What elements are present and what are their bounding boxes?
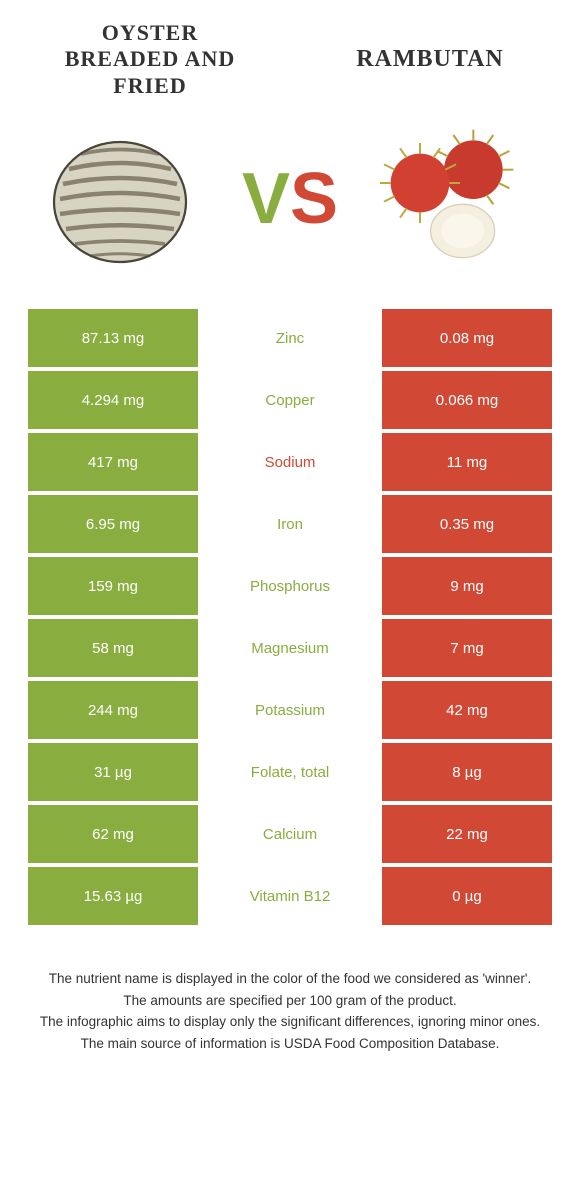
nutrient-name: Zinc [198,309,382,367]
value-left: 15.63 µg [28,867,198,925]
table-row: 244 mgPotassium42 mg [28,681,552,739]
nutrient-name: Iron [198,495,382,553]
nutrient-name: Potassium [198,681,382,739]
value-right: 0.066 mg [382,371,552,429]
rambutan-image [380,119,540,279]
vs-v: V [242,159,290,239]
value-left: 58 mg [28,619,198,677]
table-row: 417 mgSodium11 mg [28,433,552,491]
nutrient-name: Phosphorus [198,557,382,615]
value-right: 42 mg [382,681,552,739]
value-right: 8 µg [382,743,552,801]
nutrient-name: Folate, total [198,743,382,801]
value-right: 0.08 mg [382,309,552,367]
images-row: VS [0,109,580,309]
oyster-icon [45,124,195,274]
footer-line: The main source of information is USDA F… [30,1034,550,1054]
value-left: 31 µg [28,743,198,801]
value-left: 244 mg [28,681,198,739]
table-row: 6.95 mgIron0.35 mg [28,495,552,553]
value-right: 0 µg [382,867,552,925]
oyster-image [40,119,200,279]
header: Oyster breaded and fried Rambutan [0,0,580,109]
value-left: 62 mg [28,805,198,863]
value-right: 11 mg [382,433,552,491]
food-title-left: Oyster breaded and fried [50,20,250,99]
value-left: 87.13 mg [28,309,198,367]
value-right: 0.35 mg [382,495,552,553]
table-row: 4.294 mgCopper0.066 mg [28,371,552,429]
table-row: 62 mgCalcium22 mg [28,805,552,863]
nutrient-name: Calcium [198,805,382,863]
vs-s: S [290,159,338,239]
nutrient-name: Magnesium [198,619,382,677]
rambutan-icon [380,129,540,269]
nutrient-name: Vitamin B12 [198,867,382,925]
nutrient-name: Copper [198,371,382,429]
value-right: 22 mg [382,805,552,863]
table-row: 31 µgFolate, total8 µg [28,743,552,801]
value-right: 9 mg [382,557,552,615]
value-left: 6.95 mg [28,495,198,553]
nutrient-table: 87.13 mgZinc0.08 mg4.294 mgCopper0.066 m… [0,309,580,929]
table-row: 58 mgMagnesium7 mg [28,619,552,677]
footer-line: The nutrient name is displayed in the co… [30,969,550,989]
vs-label: VS [242,163,338,235]
table-row: 15.63 µgVitamin B120 µg [28,867,552,925]
value-left: 417 mg [28,433,198,491]
nutrient-name: Sodium [198,433,382,491]
value-left: 4.294 mg [28,371,198,429]
footer-line: The amounts are specified per 100 gram o… [30,991,550,1011]
value-left: 159 mg [28,557,198,615]
footer-line: The infographic aims to display only the… [30,1012,550,1032]
value-right: 7 mg [382,619,552,677]
table-row: 87.13 mgZinc0.08 mg [28,309,552,367]
footer-notes: The nutrient name is displayed in the co… [0,929,580,1053]
table-row: 159 mgPhosphorus9 mg [28,557,552,615]
food-title-right: Rambutan [330,46,530,73]
